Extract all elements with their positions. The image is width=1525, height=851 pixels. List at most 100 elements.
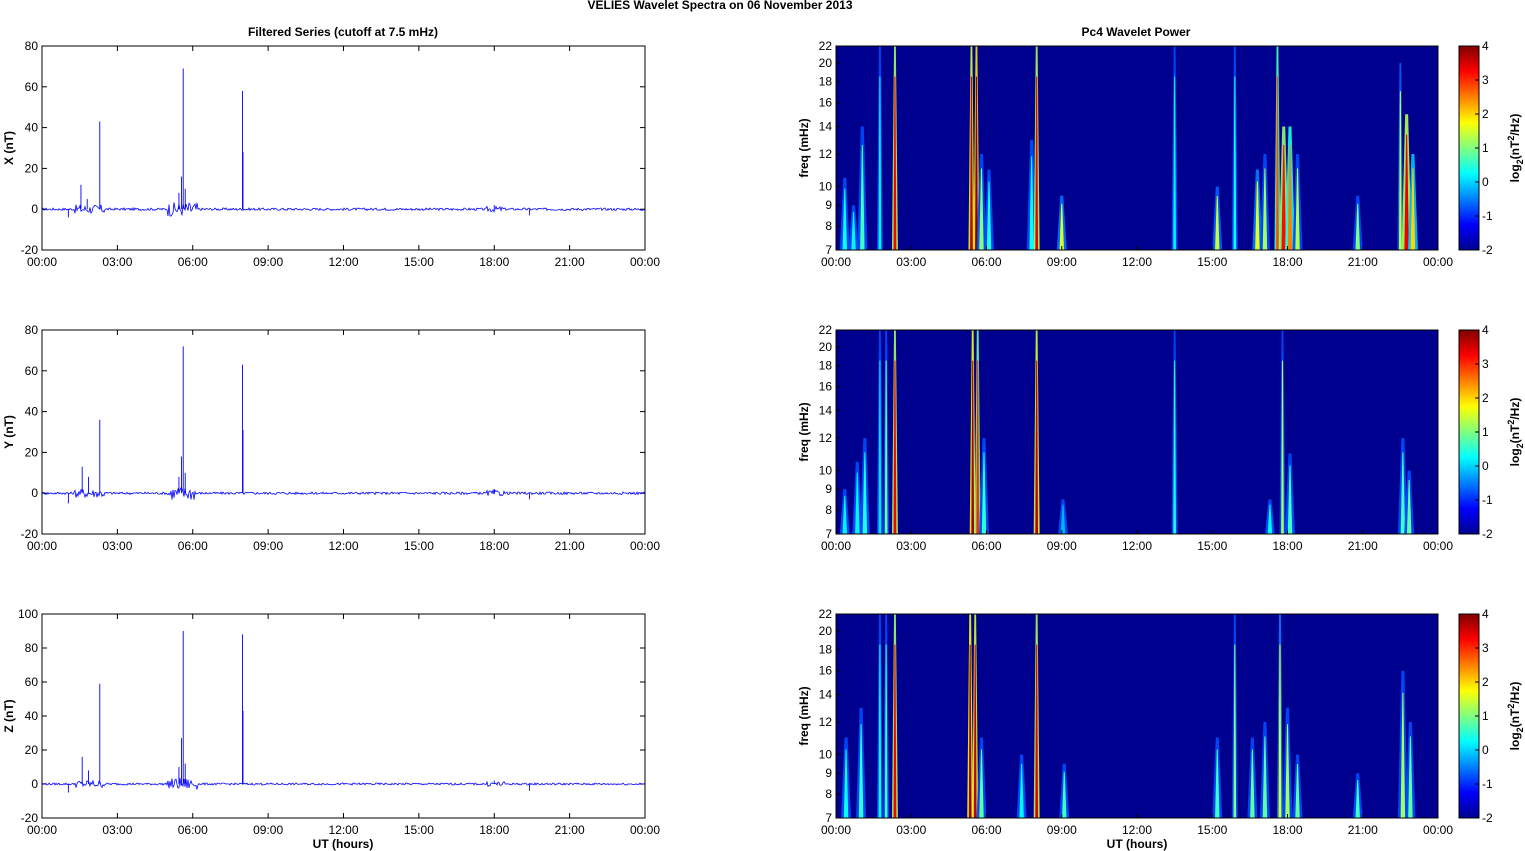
- colorbar-tick-label: 0: [1482, 459, 1489, 473]
- x-tick-label: 21:00: [555, 539, 585, 553]
- power-burst-core: [1029, 156, 1034, 250]
- power-burst-core: [1035, 76, 1039, 250]
- x-tick-label: 00:00: [1423, 539, 1453, 553]
- freq-tick-label: 14: [819, 688, 833, 702]
- x-tick-label: 00:00: [27, 539, 57, 553]
- y-tick-label: 80: [25, 323, 39, 337]
- freq-tick-label: 18: [819, 359, 833, 373]
- y-tick-label: 20: [25, 161, 39, 175]
- y-tick-label: 80: [25, 641, 39, 655]
- x-tick-label: 00:00: [1423, 255, 1453, 269]
- freq-tick-label: 18: [819, 643, 833, 657]
- power-burst-core: [986, 181, 992, 250]
- plot-frame: [41, 45, 646, 251]
- y-tick-label: -20: [21, 527, 39, 541]
- power-burst-core: [1295, 168, 1300, 250]
- freq-tick-label: 12: [819, 715, 833, 729]
- freq-tick-label: 7: [825, 811, 832, 825]
- x-tick-label: 18:00: [1272, 255, 1302, 269]
- freq-tick-label: 22: [819, 323, 833, 337]
- power-burst-core: [975, 76, 978, 250]
- x-tick-label: 18:00: [479, 823, 509, 837]
- power-burst-core: [1276, 76, 1279, 250]
- power-background: [836, 614, 1438, 818]
- power-burst-core: [1233, 644, 1237, 818]
- power-burst-core: [1173, 360, 1176, 534]
- power-burst-core: [1278, 644, 1282, 818]
- power-burst-core: [1233, 76, 1237, 250]
- x-tick-label: 06:00: [178, 823, 208, 837]
- power-burst-core: [1410, 168, 1416, 250]
- power-burst-core: [884, 644, 888, 818]
- power-burst-core: [1019, 763, 1024, 818]
- x-tick-label: 00:00: [821, 539, 851, 553]
- power-burst-core: [878, 644, 882, 818]
- colorbar-label: log2(nT2/Hz): [1506, 114, 1525, 183]
- power-burst-core: [1060, 504, 1066, 534]
- x-tick-label: 06:00: [971, 539, 1001, 553]
- freq-tick-label: 7: [825, 527, 832, 541]
- y-tick-label: 60: [25, 675, 39, 689]
- y-tick-label: 40: [25, 405, 39, 419]
- power-burst-core: [1035, 644, 1039, 818]
- colorbar-tick-label: 2: [1482, 391, 1489, 405]
- y-tick-label: 100: [18, 607, 38, 621]
- freq-tick-label: 12: [819, 147, 833, 161]
- freq-tick-label: 20: [819, 624, 833, 638]
- y-tick-label: 0: [31, 777, 38, 791]
- x-tick-label: 06:00: [971, 255, 1001, 269]
- freq-tick-label: 22: [819, 39, 833, 53]
- colorbar-tick-label: 3: [1482, 641, 1489, 655]
- colorbar-tick-label: 4: [1482, 39, 1489, 53]
- power-burst-core: [979, 749, 984, 818]
- freq-tick-label: 9: [825, 482, 832, 496]
- colorbar-tick-label: 2: [1482, 107, 1489, 121]
- series-trace: [42, 202, 646, 217]
- x-tick-label: 00:00: [630, 823, 660, 837]
- colorbar-tick-label: 4: [1482, 607, 1489, 621]
- x-tick-label: 18:00: [1272, 823, 1302, 837]
- power-burst-core: [973, 644, 977, 818]
- power-background: [836, 330, 1438, 534]
- power-burst-core: [1285, 724, 1290, 818]
- colorbar-label-part: 2: [1515, 159, 1525, 164]
- colorbar-label-part: /Hz): [1508, 114, 1522, 136]
- colorbar-tick-label: 3: [1482, 357, 1489, 371]
- y-tick-label: 60: [25, 80, 39, 94]
- power-burst-core: [860, 145, 865, 250]
- freq-tick-label: 8: [825, 503, 832, 517]
- colorbar-label-part: (nT: [1508, 140, 1522, 159]
- power-burst-core: [842, 495, 848, 534]
- power-burst-core: [893, 76, 897, 250]
- power-burst-core: [1295, 763, 1300, 818]
- x-tick-label: 21:00: [555, 255, 585, 269]
- x-tick-label: 21:00: [1348, 255, 1378, 269]
- plot-frame: [41, 329, 646, 535]
- y-tick-label: 0: [31, 202, 38, 216]
- colorbar-label: log2(nT2/Hz): [1506, 398, 1525, 467]
- x-tick-label: 03:00: [896, 255, 926, 269]
- y-tick-label: 0: [31, 486, 38, 500]
- x-tick-label: 12:00: [1122, 823, 1152, 837]
- freq-tick-label: 16: [819, 664, 833, 678]
- freq-tick-label: 7: [825, 243, 832, 257]
- power-burst-core: [862, 452, 868, 534]
- colorbar-tick-label: -2: [1482, 243, 1493, 257]
- x-tick-label: 21:00: [555, 823, 585, 837]
- power-burst-core: [878, 76, 882, 250]
- colorbar-tick-label: 1: [1482, 709, 1489, 723]
- x-axis-label: UT (hours): [1107, 837, 1168, 851]
- freq-tick-label: 12: [819, 431, 833, 445]
- y-tick-label: 20: [25, 743, 39, 757]
- power-burst-core: [851, 211, 856, 250]
- colorbar-label-part: (nT: [1508, 424, 1522, 443]
- x-tick-label: 03:00: [102, 539, 132, 553]
- power-burst-core: [979, 168, 984, 250]
- x-tick-label: 18:00: [479, 539, 509, 553]
- colorbar-label-part: 2: [1515, 443, 1525, 448]
- right-title: Pc4 Wavelet Power: [1082, 25, 1191, 39]
- x-tick-label: 09:00: [253, 539, 283, 553]
